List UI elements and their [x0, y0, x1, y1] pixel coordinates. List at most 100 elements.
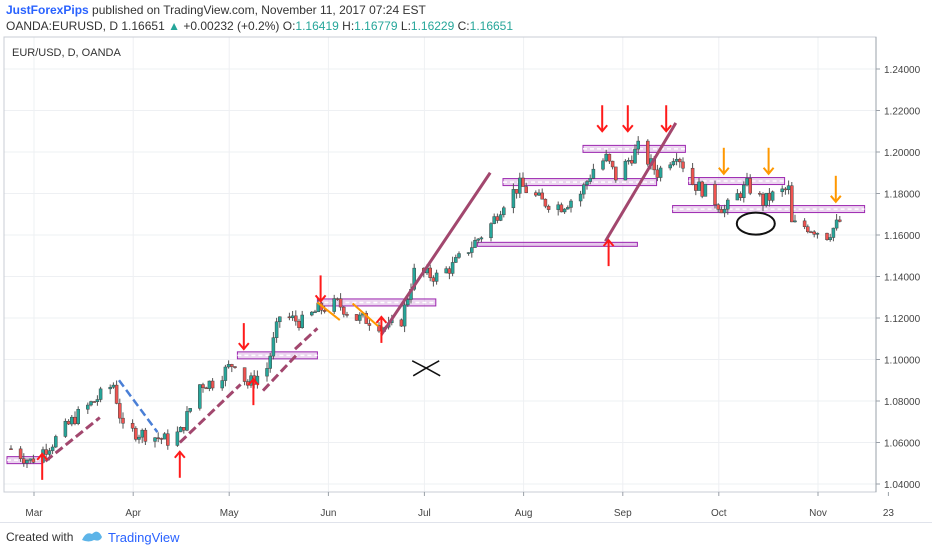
down-arrow-icon-head — [660, 124, 672, 133]
y-tick-label: 1.16000 — [884, 231, 921, 242]
candle-body — [562, 208, 567, 213]
candle-body — [838, 219, 842, 222]
candle-body — [287, 316, 292, 319]
candle-body — [143, 429, 148, 442]
candle-body — [742, 184, 746, 198]
candle-body — [159, 438, 164, 440]
tradingview-logo-icon — [82, 531, 102, 542]
candle-body — [278, 316, 282, 323]
price-chart[interactable]: 1.24000 1.22000 1.20000 1.18000 1.16000 1.140… — [0, 36, 932, 522]
candle-body — [114, 384, 119, 404]
candle-body — [290, 315, 295, 319]
candle-body — [761, 193, 765, 206]
x-tick-label: Nov — [809, 508, 827, 519]
candle-body — [111, 384, 116, 388]
candle-body — [678, 158, 682, 163]
candle-body — [412, 267, 416, 290]
candle-body — [479, 237, 484, 240]
down-arrow-icon-head — [762, 167, 775, 176]
candle-body — [514, 189, 519, 194]
candle-body — [242, 367, 247, 382]
trend-line — [604, 122, 678, 242]
price-scale — [876, 37, 930, 492]
candle-body — [226, 364, 231, 368]
up-arrow-icon-head — [602, 238, 615, 247]
price-change: +0.00232 (+0.2%) — [183, 19, 280, 33]
up-arrow-icon-head — [375, 315, 388, 324]
down-arrow-icon-head — [238, 342, 250, 351]
candle-body — [162, 433, 167, 440]
candle-body — [578, 193, 583, 202]
candle-body — [502, 207, 506, 215]
y-tick-label: 1.20000 — [884, 148, 921, 159]
candle-body — [25, 460, 29, 464]
candle-body — [431, 277, 436, 282]
candle-body — [582, 184, 586, 195]
candle-body — [444, 268, 448, 274]
candle-body — [498, 214, 503, 221]
x-tick-label: Aug — [515, 508, 533, 519]
candle-body — [345, 314, 349, 316]
candle-body — [185, 411, 189, 431]
chart-grid — [4, 37, 889, 492]
created-with-label: Created with — [6, 530, 74, 544]
x-tick-label: Mar — [25, 508, 43, 519]
candle-body — [831, 227, 836, 238]
trend-line — [261, 352, 300, 392]
candle-body — [825, 232, 829, 240]
down-arrow-icon-head — [596, 124, 608, 133]
candle-body — [450, 262, 455, 274]
symbol-label: OANDA:EURUSD, D — [6, 19, 119, 33]
candle-body — [470, 247, 474, 253]
chart-axes: 1.24000 1.22000 1.20000 1.18000 1.16000 1.140… — [3, 36, 930, 519]
candle-body — [518, 177, 522, 194]
candle-body — [297, 320, 301, 329]
candle-body — [607, 153, 612, 162]
tradingview-brand[interactable]: TradingView — [108, 530, 180, 545]
candle-body — [201, 384, 205, 389]
quote-line: OANDA:EURUSD, D 1.16651 ▲ +0.00232 (+0.2… — [6, 19, 513, 33]
candle-body — [521, 177, 525, 187]
trend-line — [178, 383, 242, 444]
candle-body — [86, 404, 90, 410]
x-tick-label: 23 — [883, 508, 895, 519]
candle-body — [76, 409, 80, 424]
candle-body — [434, 272, 439, 282]
y-tick-label: 1.12000 — [884, 314, 921, 325]
candle-body — [540, 192, 544, 200]
x-tick-label: May — [220, 508, 239, 519]
candle-body — [98, 388, 103, 400]
candle-body — [534, 192, 538, 196]
candle-body — [834, 219, 839, 229]
candle-body — [399, 319, 404, 327]
publisher-username[interactable]: JustForexPips — [6, 3, 89, 17]
candle-body — [47, 450, 52, 455]
candle-body — [809, 231, 813, 234]
candle-body — [108, 386, 112, 390]
candle-body — [342, 306, 346, 315]
candle-body — [790, 185, 794, 223]
candle-body — [322, 310, 327, 312]
candle-body — [604, 153, 608, 162]
candle-body — [633, 148, 637, 164]
candle-body — [489, 223, 493, 239]
candle-body — [207, 380, 212, 389]
plot-frame — [3, 36, 877, 493]
y-tick-label: 1.22000 — [884, 107, 921, 118]
candle-body — [735, 193, 740, 201]
candle-body — [121, 417, 125, 424]
y-tick-label: 1.06000 — [884, 439, 921, 450]
candle-body — [786, 185, 791, 190]
candle-body — [767, 192, 772, 201]
close-label: C: — [457, 19, 470, 33]
x-tick-label: Sep — [614, 508, 632, 519]
candle-body — [793, 220, 797, 223]
candle-body — [220, 380, 224, 389]
low-value: 1.16229 — [410, 19, 455, 33]
candle-body — [178, 427, 183, 433]
cross-annotation — [412, 360, 440, 377]
y-tick-label: 1.10000 — [884, 356, 921, 367]
candle-body — [92, 401, 96, 403]
publish-line: JustForexPips published on TradingView.c… — [6, 3, 426, 17]
candle-body — [198, 384, 202, 409]
